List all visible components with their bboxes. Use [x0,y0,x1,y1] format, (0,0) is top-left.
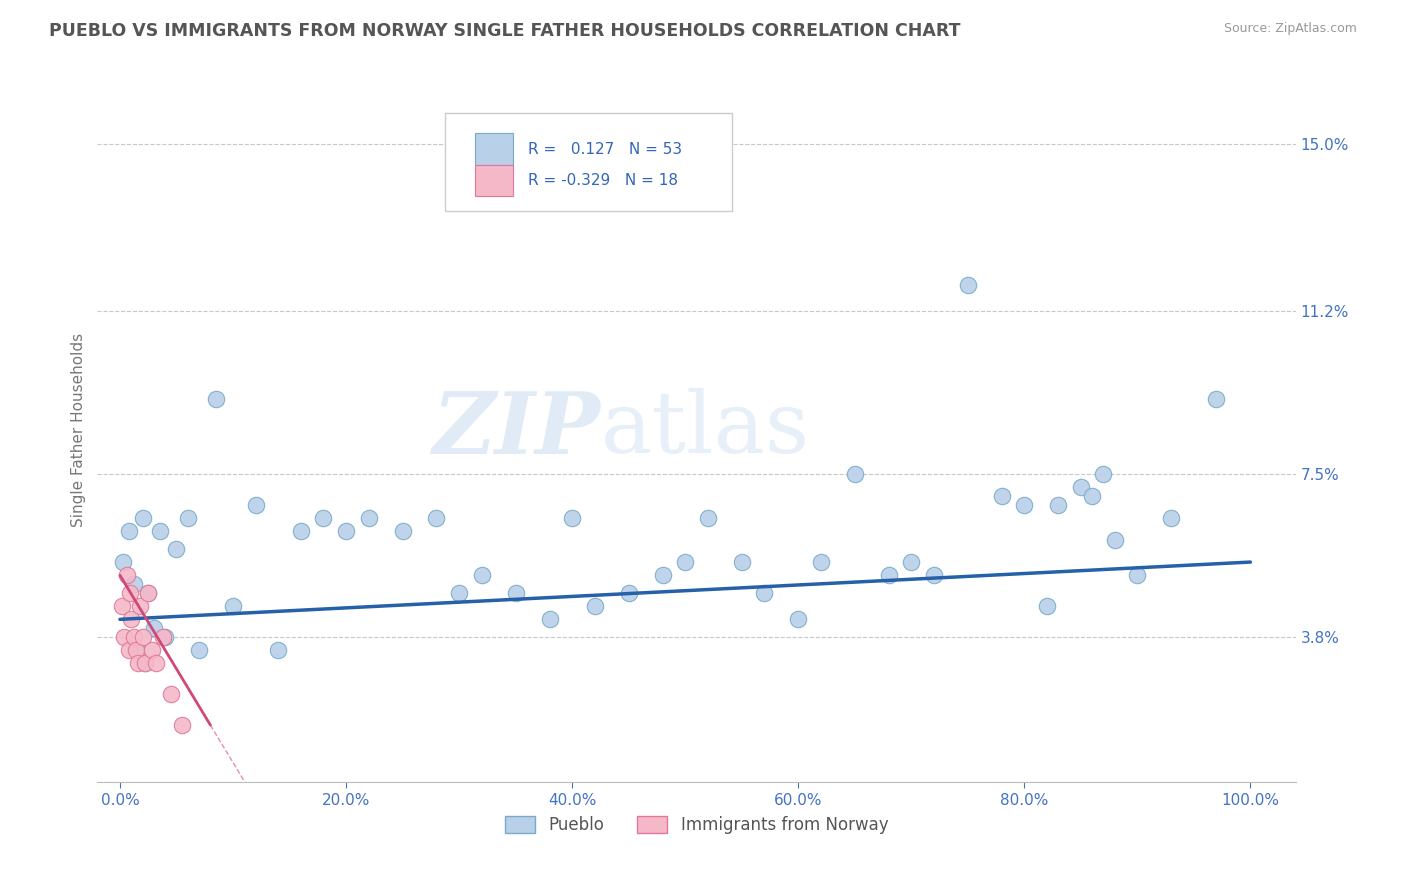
Point [141,643,163,657]
FancyBboxPatch shape [475,134,513,165]
Text: Source: ZipAtlas.com: Source: ZipAtlas.com [1223,22,1357,36]
Point [122,577,145,591]
Point [152,630,174,644]
Point [335,524,357,539]
Point [583,599,606,614]
Point [1126,568,1149,582]
Point [673,555,696,569]
Point [1047,498,1070,512]
Text: R =   0.127   N = 53: R = 0.127 N = 53 [527,142,682,157]
Point [112,555,135,569]
Point [222,599,245,614]
Point [290,524,312,539]
Point [844,467,866,481]
Point [114,630,136,644]
Text: ZIP: ZIP [433,388,600,472]
Point [120,586,142,600]
Point [172,718,194,732]
Point [877,568,900,582]
Point [115,568,138,582]
Point [1160,511,1182,525]
Point [1070,480,1092,494]
Point [118,524,141,539]
Text: R = -0.329   N = 18: R = -0.329 N = 18 [527,173,678,188]
Legend: Pueblo, Immigrants from Norway: Pueblo, Immigrants from Norway [505,816,889,834]
Point [125,643,148,657]
Point [1014,498,1036,512]
Point [134,657,156,671]
Point [617,586,640,600]
Point [810,555,832,569]
Point [177,511,200,525]
Point [134,657,156,671]
Point [1205,392,1227,406]
Point [166,541,188,556]
Point [267,643,290,657]
Point [159,687,181,701]
FancyBboxPatch shape [444,112,733,211]
Point [787,612,810,626]
Point [111,599,134,614]
Point [1036,599,1059,614]
Point [922,568,945,582]
Point [131,630,153,644]
Point [449,586,471,600]
Point [118,643,141,657]
Point [153,630,176,644]
Point [900,555,922,569]
Point [127,657,149,671]
Point [696,511,718,525]
Point [245,498,267,512]
Point [129,599,152,614]
Point [956,277,979,292]
Point [142,621,165,635]
Point [1104,533,1126,547]
Point [538,612,561,626]
Point [391,524,413,539]
Point [651,568,673,582]
Point [120,612,142,626]
Point [136,586,159,600]
Point [754,586,776,600]
Point [122,630,145,644]
Point [148,524,170,539]
Text: atlas: atlas [600,388,810,472]
Point [731,555,754,569]
Point [136,586,159,600]
Point [990,489,1012,503]
Point [188,643,211,657]
Point [425,511,447,525]
Point [205,392,228,406]
Point [131,511,153,525]
FancyBboxPatch shape [475,165,513,196]
Point [312,511,335,525]
Y-axis label: Single Father Households: Single Father Households [72,333,86,527]
Point [357,511,380,525]
Point [1081,489,1104,503]
Point [561,511,583,525]
Point [505,586,527,600]
Text: PUEBLO VS IMMIGRANTS FROM NORWAY SINGLE FATHER HOUSEHOLDS CORRELATION CHART: PUEBLO VS IMMIGRANTS FROM NORWAY SINGLE … [49,22,960,40]
Point [145,657,167,671]
Point [125,643,148,657]
Point [1092,467,1115,481]
Point [471,568,494,582]
